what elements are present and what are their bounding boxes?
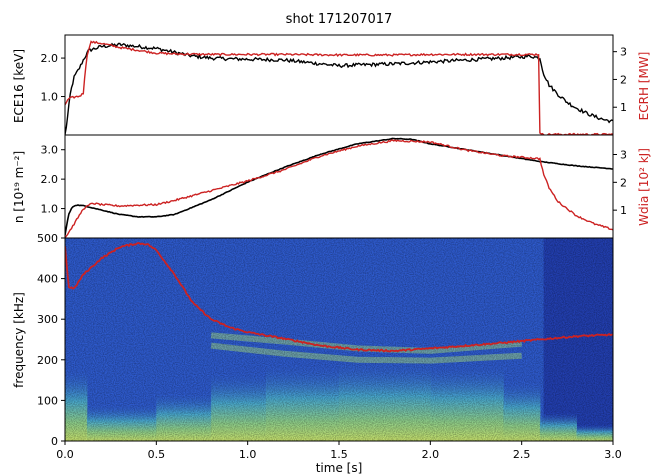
mid-ytick-label: 3.0	[41, 144, 59, 157]
top-right-ytick-label: 2	[620, 73, 627, 86]
bottom-ytick-label: 0	[51, 435, 58, 448]
top-right-ytick-label: 3	[620, 46, 627, 59]
mid-left-ylabel: n [10¹⁹ m⁻²]	[12, 151, 26, 223]
panel-spectrogram: 0 100 200 300 400 500 0.0 0.5 1.0 1.5 2.0 2.5 3.0	[37, 232, 622, 461]
bottom-ytick-label: 400	[37, 273, 58, 286]
top-right-ytick-label: 1	[620, 101, 627, 114]
x-axis-label: time [s]	[316, 461, 363, 475]
x-tick-label: 0.0	[56, 448, 74, 461]
spectrogram-texture	[65, 238, 613, 441]
x-tick-label: 2.0	[422, 448, 440, 461]
frequency-overlay-line	[65, 241, 613, 353]
panel-ece-ecrh: 1.0 2.0 1 2 3	[41, 34, 627, 136]
x-tick-label: 1.0	[239, 448, 257, 461]
bottom-ytick-label: 500	[37, 232, 58, 245]
figure-title: shot 171207017	[286, 12, 393, 27]
top-right-ylabel: ECRH [MW]	[637, 52, 651, 121]
top-left-ylabel: ECE16 [keV]	[12, 49, 26, 123]
top-ytick-label: 2.0	[41, 52, 59, 65]
bottom-ytick-label: 200	[37, 354, 58, 367]
mid-ytick-label: 1.0	[41, 203, 59, 216]
x-tick-label: 1.5	[330, 448, 348, 461]
bottom-ytick-label: 300	[37, 313, 58, 326]
panel-density-wdia: 1.0 2.0 3.0 1 2 3	[41, 134, 627, 239]
density-series-line	[65, 137, 613, 236]
mid-right-ytick-label: 3	[620, 148, 627, 161]
x-tick-label: 2.5	[513, 448, 531, 461]
mid-ytick-label: 2.0	[41, 173, 59, 186]
top-ytick-label: 1.0	[41, 91, 59, 104]
mid-right-ytick-label: 1	[620, 204, 627, 217]
ece16-series-line	[65, 42, 613, 135]
x-tick-label: 3.0	[604, 448, 622, 461]
mid-right-ytick-label: 2	[620, 176, 627, 189]
mid-right-ylabel: Wdia [10² kJ]	[637, 148, 651, 226]
bottom-ylabel: frequency [kHz]	[12, 292, 26, 388]
wdia-series-line	[65, 139, 613, 238]
x-tick-label: 0.5	[148, 448, 166, 461]
bottom-ytick-label: 100	[37, 394, 58, 407]
ecrh-series-line	[65, 40, 613, 135]
